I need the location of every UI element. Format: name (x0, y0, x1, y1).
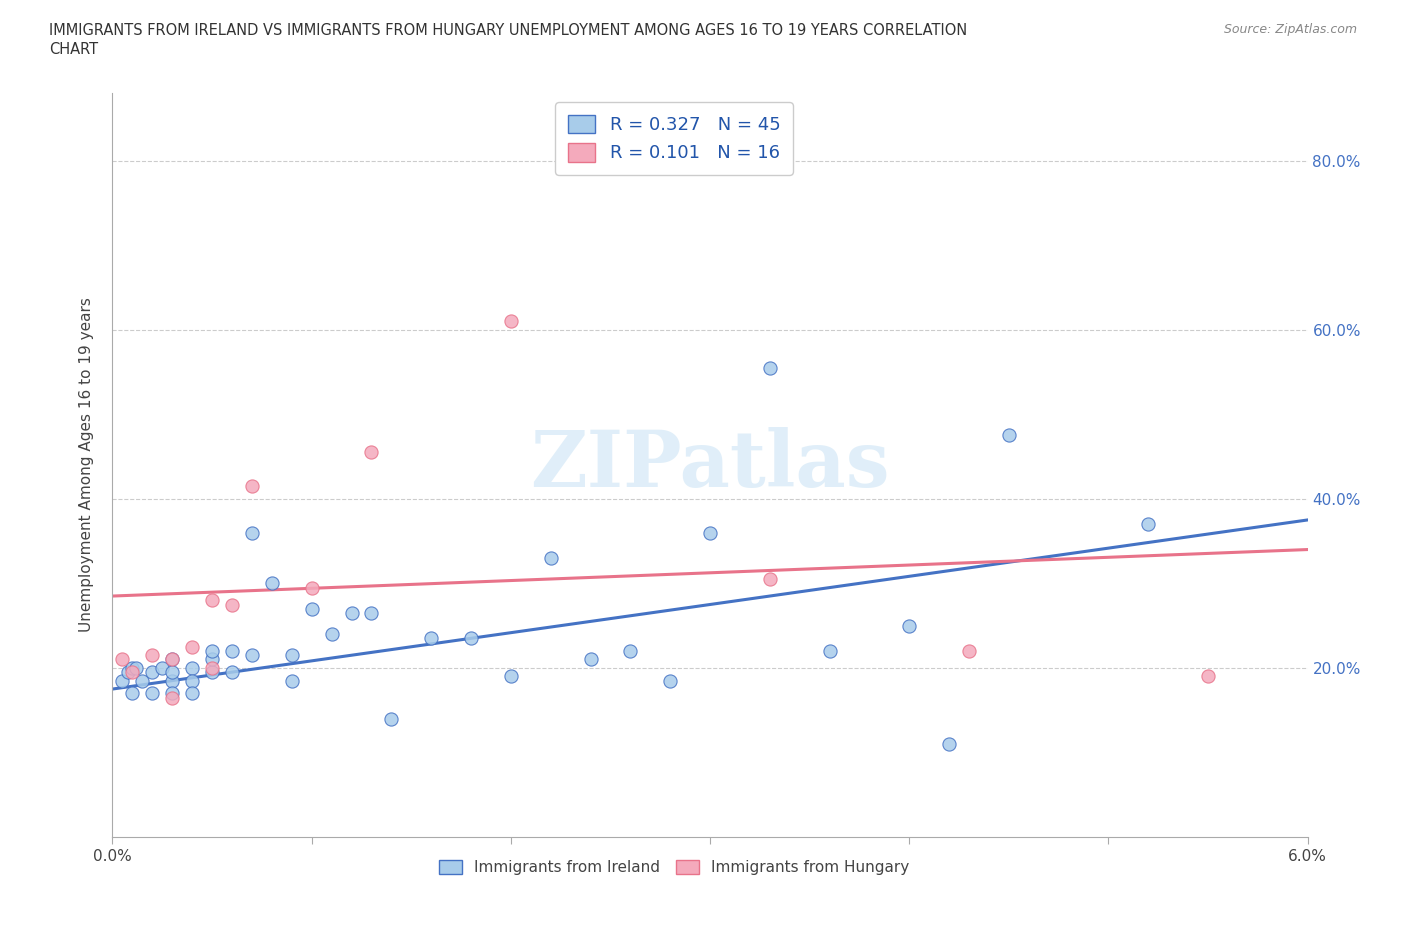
Point (201, 644, 224, 658)
Point (221, 644, 243, 658)
Point (301, 580, 323, 595)
Point (699, 525, 721, 540)
Point (659, 673, 682, 688)
Point (141, 685, 163, 700)
Point (360, 445, 382, 459)
Point (121, 685, 143, 700)
Point (281, 648, 304, 663)
Point (117, 665, 139, 680)
Point (221, 665, 243, 680)
Y-axis label: Unemployment Among Ages 16 to 19 years: Unemployment Among Ages 16 to 19 years (79, 298, 94, 632)
Point (162, 690, 183, 705)
Point (201, 660, 224, 675)
Point (938, 737, 960, 751)
Point (281, 673, 304, 688)
Point (162, 665, 183, 680)
Point (340, 605, 363, 620)
Point (162, 673, 183, 688)
Point (301, 602, 323, 617)
Point (162, 685, 183, 700)
Point (181, 685, 204, 700)
Point (201, 652, 224, 667)
Point (579, 652, 602, 667)
Point (998, 428, 1021, 443)
Point (957, 644, 980, 658)
Point (150, 660, 173, 675)
Point (460, 631, 482, 645)
Point (240, 479, 263, 494)
Point (360, 605, 382, 620)
Point (260, 576, 283, 591)
Point (540, 551, 562, 565)
Point (759, 572, 782, 587)
Point (162, 652, 183, 667)
Text: IMMIGRANTS FROM IRELAND VS IMMIGRANTS FROM HUNGARY UNEMPLOYMENT AMONG AGES 16 TO: IMMIGRANTS FROM IRELAND VS IMMIGRANTS FR… (49, 23, 967, 38)
Point (321, 627, 343, 642)
Point (499, 313, 522, 328)
Point (111, 673, 134, 688)
Point (1137, 517, 1160, 532)
Point (818, 644, 841, 658)
Point (181, 639, 204, 654)
Point (240, 648, 263, 663)
Point (181, 673, 204, 688)
Point (121, 665, 143, 680)
Point (131, 673, 153, 688)
Point (141, 665, 163, 680)
Point (1197, 669, 1219, 684)
Point (201, 665, 224, 680)
Point (619, 644, 641, 658)
Point (141, 648, 163, 663)
Point (499, 669, 522, 684)
Point (181, 660, 204, 675)
Text: ZIPatlas: ZIPatlas (530, 427, 890, 503)
Text: Source: ZipAtlas.com: Source: ZipAtlas.com (1223, 23, 1357, 36)
Point (380, 711, 402, 726)
Point (121, 660, 143, 675)
Point (240, 525, 263, 540)
Point (420, 631, 443, 645)
Point (125, 660, 148, 675)
Point (162, 652, 183, 667)
Point (898, 618, 921, 633)
Point (201, 592, 224, 607)
Text: CHART: CHART (49, 42, 98, 57)
Point (759, 360, 782, 375)
Legend: Immigrants from Ireland, Immigrants from Hungary: Immigrants from Ireland, Immigrants from… (433, 854, 915, 882)
Point (221, 597, 243, 612)
Point (111, 652, 134, 667)
